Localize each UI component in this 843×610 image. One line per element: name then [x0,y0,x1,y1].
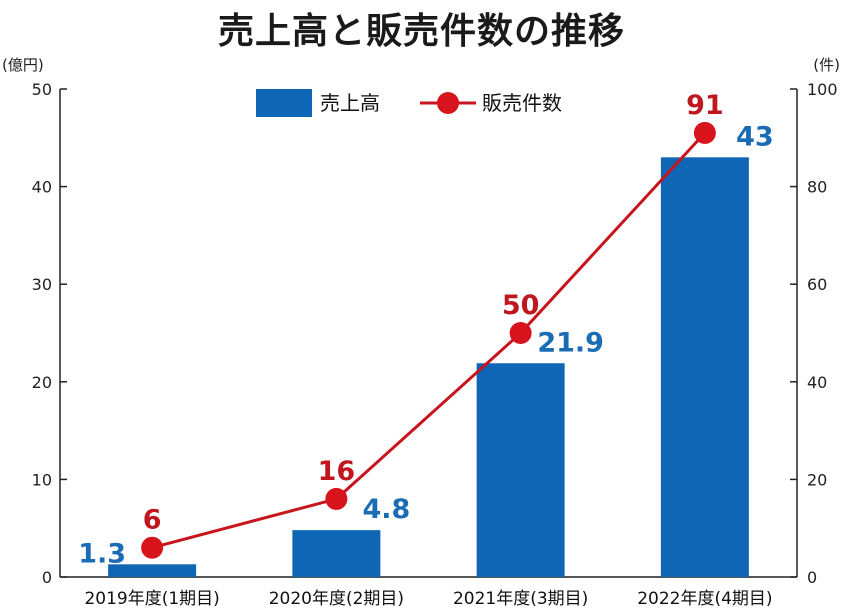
y-left-tick-label: 20 [32,373,52,392]
y-right-tick-label: 80 [807,178,827,197]
bar [108,564,197,577]
y-left-tick-label: 50 [32,80,52,99]
legend-line-marker [437,92,459,114]
legend-bar-label: 売上高 [320,91,380,115]
line-point [325,487,348,510]
line-value-label: 16 [318,456,356,487]
line-point [693,121,716,144]
x-tick-label: 2021年度(3期目) [453,589,588,609]
y-right-unit: (件) [813,56,840,74]
x-tick-label: 2020年度(2期目) [269,589,404,609]
y-right-tick-label: 20 [807,470,827,489]
line-point [509,322,532,344]
y-left-tick-label: 0 [42,568,52,587]
y-right-tick-label: 0 [807,568,817,587]
y-right-tick-label: 40 [807,373,827,392]
y-left-unit: (億円) [2,56,44,74]
line-value-label: 50 [502,290,540,321]
y-left-tick-label: 30 [32,275,52,294]
bar-value-label: 4.8 [362,494,410,525]
chart-title: 売上高と販売件数の推移 [217,11,625,52]
x-tick-label: 2022年度(4期目) [637,589,772,609]
bar-value-label: 21.9 [537,327,604,358]
line-value-label: 6 [143,505,162,536]
y-left-tick-label: 40 [32,178,52,197]
legend-bar-swatch [256,89,312,117]
line-point [141,536,164,559]
bar-value-label: 1.3 [78,538,126,569]
bar-value-label: 43 [736,121,774,152]
legend-line-label: 販売件数 [482,91,562,115]
x-tick-label: 2019年度(1期目) [84,589,219,609]
bar [660,157,749,577]
y-right-tick-label: 60 [807,275,827,294]
y-right-tick-label: 100 [807,80,838,99]
y-left-tick-label: 10 [32,470,52,489]
series-line [151,131,706,550]
bar [292,530,381,577]
bar [476,363,565,577]
line-value-label: 91 [686,90,724,121]
